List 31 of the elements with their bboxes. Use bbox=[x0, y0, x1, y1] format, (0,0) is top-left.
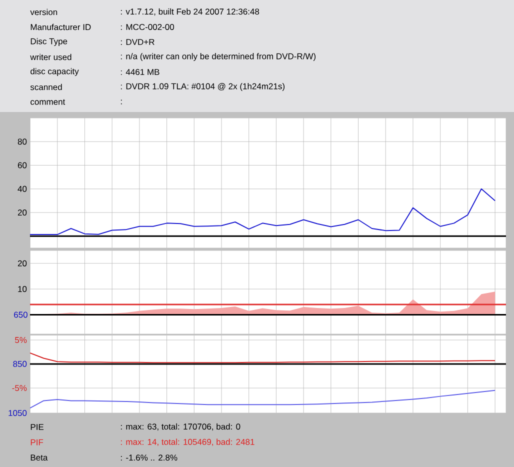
text: : -1.6% .. 2.8% bbox=[120, 454, 178, 461]
text: : max: 14, total: 105469, bad: 2481 bbox=[120, 438, 254, 446]
text: Manufacturer ID bbox=[30, 24, 91, 30]
y-tick-label: 60 bbox=[18, 162, 27, 168]
y2-tick-label: 1050 bbox=[8, 410, 27, 416]
text: Beta bbox=[30, 454, 48, 461]
text: PIE bbox=[30, 424, 44, 430]
y-tick-label: 40 bbox=[18, 186, 27, 192]
text: : DVDR 1.09 TLA: #0104 @ 2x (1h24m21s) bbox=[120, 83, 285, 91]
y-tick-label: 20 bbox=[18, 210, 27, 216]
text: : MCC-002-00 bbox=[120, 24, 174, 30]
text: scanned bbox=[30, 84, 62, 90]
text: : max: 63, total: 170706, bad: 0 bbox=[120, 423, 240, 431]
y-tick-label: -5% bbox=[12, 385, 27, 392]
text: disc capacity bbox=[30, 68, 79, 76]
y2-tick-label: 850 bbox=[13, 360, 27, 367]
y-tick-label: 20 bbox=[18, 260, 27, 266]
text: comment bbox=[30, 99, 66, 105]
text: writer used bbox=[30, 54, 72, 60]
text: 650 bbox=[14, 312, 28, 318]
text: : 4461 MB bbox=[120, 68, 160, 76]
text: version bbox=[30, 8, 58, 16]
y-tick-label: 80 bbox=[18, 138, 27, 145]
text: PIF bbox=[30, 439, 44, 446]
y-tick-label: 10 bbox=[18, 286, 27, 292]
text: : n/a (writer can only be determined from DVD-R/W) bbox=[120, 53, 316, 61]
text: Disc Type bbox=[30, 38, 68, 46]
text: : v1.7.12, built Feb 24 2007 12:36:48 bbox=[120, 8, 260, 16]
text: : bbox=[120, 100, 122, 104]
text: : DVD+R bbox=[120, 39, 154, 45]
y-tick-label: 5% bbox=[15, 337, 27, 343]
